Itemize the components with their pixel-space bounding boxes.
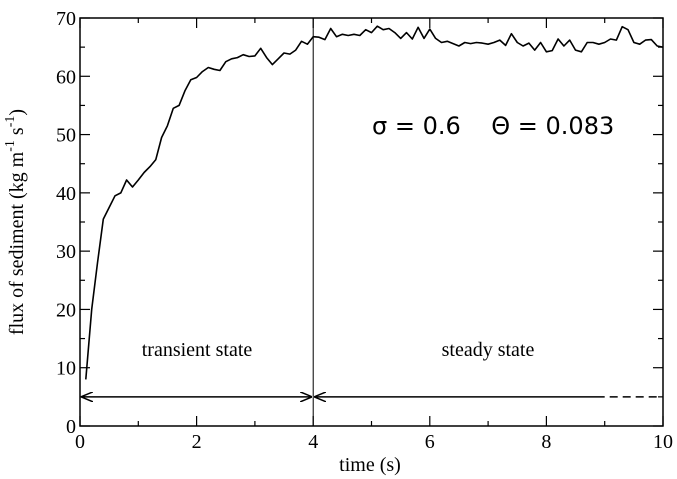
flux-series-line: [85, 25, 664, 380]
x-tick-label: 6: [425, 431, 435, 453]
parameters-label: σ = 0.6 Θ = 0.083: [372, 112, 614, 140]
y-axis-title-mid: s: [6, 127, 28, 140]
y-axis-title-main: flux of sediment (kg m: [6, 151, 28, 335]
x-tick-label: 8: [541, 431, 551, 453]
y-axis-title-end: ): [6, 109, 28, 116]
steady-state-label: steady state: [442, 339, 535, 361]
y-tick-label: 40: [56, 183, 76, 205]
x-tick-label: 10: [653, 431, 673, 453]
y-axis-title-sup1: -1: [3, 140, 18, 152]
y-tick-label: 50: [56, 125, 76, 147]
plot-frame: [79, 17, 664, 427]
x-axis-title: time (s): [339, 454, 401, 476]
y-tick-label: 0: [66, 416, 76, 438]
y-axis-title-sup2: -1: [3, 116, 18, 128]
y-tick-label: 70: [56, 8, 76, 30]
axis-ticks: [79, 17, 664, 427]
transient-state-label: transient state: [142, 339, 253, 361]
y-tick-label: 60: [56, 66, 76, 88]
x-tick-label: 4: [308, 431, 318, 453]
x-tick-label: 0: [75, 431, 85, 453]
y-tick-label: 30: [56, 241, 76, 263]
x-tick-label: 2: [192, 431, 202, 453]
y-axis-title: flux of sediment (kg m-1 s-1): [3, 109, 28, 335]
axis-tick-labels: 0 2 4 6 8 10 0 10 20 30 40 50 60 70: [56, 8, 673, 453]
y-tick-label: 10: [56, 358, 76, 380]
y-tick-label: 20: [56, 299, 76, 321]
